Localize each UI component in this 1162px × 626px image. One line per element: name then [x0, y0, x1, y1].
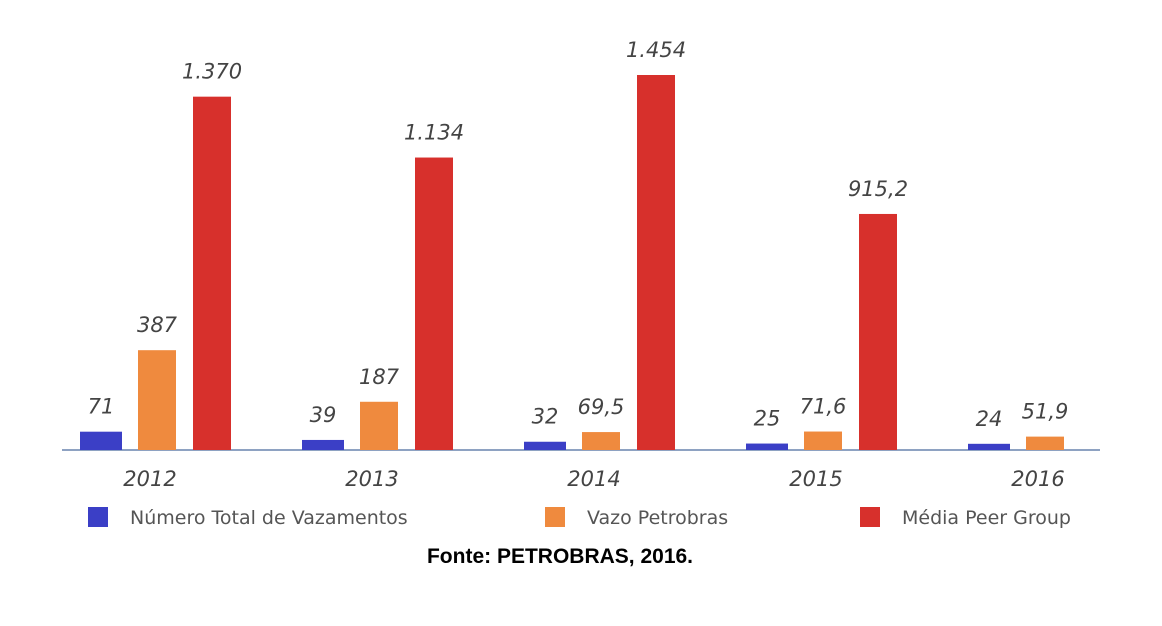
bar — [360, 401, 398, 450]
value-label: 32 — [532, 405, 559, 429]
value-label: 187 — [359, 365, 400, 389]
bar — [804, 431, 842, 450]
legend-swatch — [860, 507, 880, 527]
value-label: 1.454 — [626, 38, 686, 62]
bar — [138, 350, 176, 450]
x-tick-label: 2015 — [789, 467, 842, 491]
bar — [193, 96, 231, 451]
legend-label: Vazo Petrobras — [587, 507, 728, 529]
bar — [80, 431, 122, 450]
bar — [859, 213, 897, 450]
value-label: 69,5 — [578, 395, 625, 419]
bar — [302, 439, 344, 450]
legend-label: Número Total de Vazamentos — [130, 507, 408, 529]
value-label: 71,6 — [800, 395, 847, 419]
legend-swatch — [88, 507, 108, 527]
bar — [1026, 436, 1064, 450]
value-label: 915,2 — [848, 177, 908, 201]
bar — [415, 157, 453, 450]
bar — [746, 443, 788, 450]
bar — [582, 432, 620, 450]
x-tick-label: 2016 — [1011, 467, 1064, 491]
value-label: 1.370 — [182, 60, 242, 84]
legend-swatch — [545, 507, 565, 527]
value-label: 1.134 — [404, 121, 464, 145]
source-note: Fonte: PETROBRAS, 2016. — [427, 545, 693, 568]
value-label: 24 — [976, 407, 1003, 431]
x-tick-label: 2013 — [345, 467, 398, 491]
value-label: 51,9 — [1022, 400, 1069, 424]
legend-label: Média Peer Group — [902, 507, 1071, 529]
value-label: 71 — [88, 395, 115, 419]
x-tick-label: 2014 — [567, 467, 620, 491]
value-label: 25 — [754, 407, 781, 431]
bar — [524, 441, 566, 450]
value-label: 39 — [310, 403, 337, 427]
x-tick-label: 2012 — [123, 467, 176, 491]
bar — [968, 443, 1010, 450]
value-label: 387 — [137, 313, 178, 337]
bar — [637, 75, 675, 450]
